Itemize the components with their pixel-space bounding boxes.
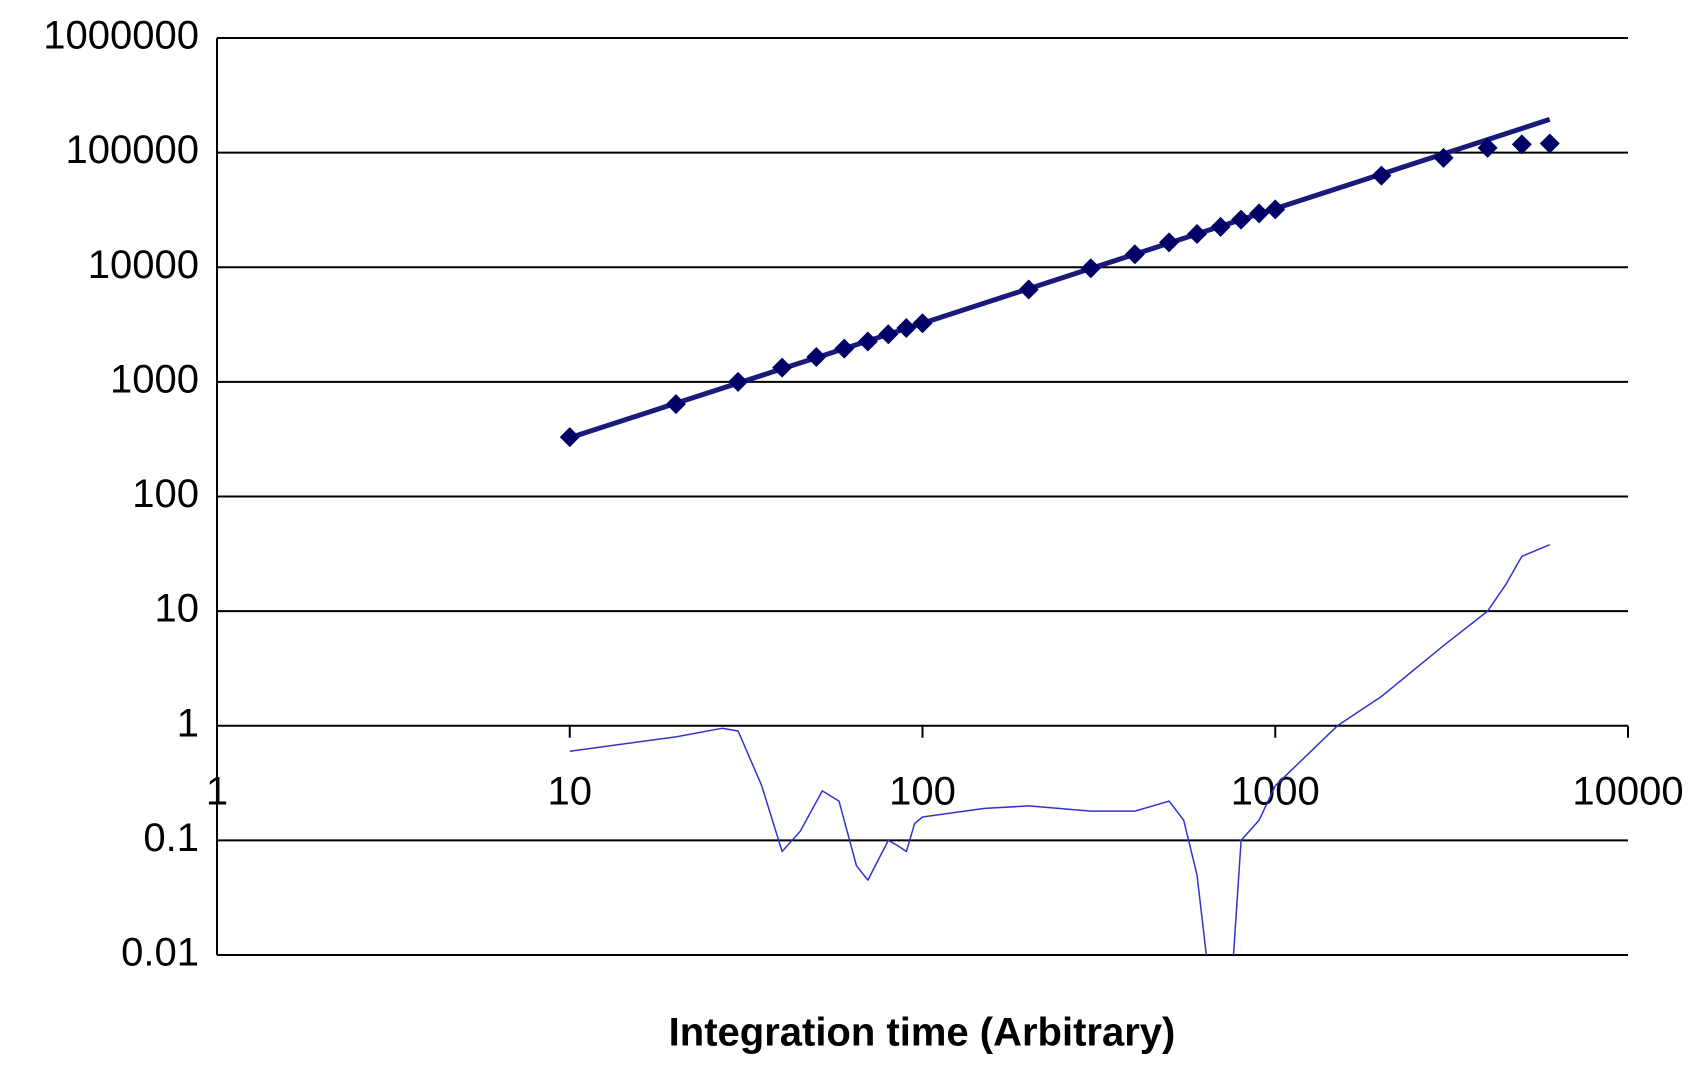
diamond-marker [772,357,793,378]
y-tick-label: 1000000 [43,14,199,58]
diamond-marker [1249,203,1270,224]
diamond-marker [665,394,686,415]
diamond-marker [1231,209,1252,230]
x-tick-label: 10000 [1572,769,1683,813]
plot-area [559,117,1560,955]
diamond-marker [1539,133,1560,154]
y-tick-label: 0.1 [143,816,199,860]
x-tick-label: 10 [548,769,593,813]
diamond-marker [857,331,878,352]
diamond-marker [1511,134,1532,155]
x-axis-title: Integration time (Arbitrary) [669,1011,1176,1055]
x-tick-label: 1 [206,769,228,813]
diamond-marker [728,371,749,392]
y-tick-label: 10000 [88,243,199,287]
y-tick-label: 10 [155,587,200,631]
y-tick-label: 0.01 [121,931,199,975]
diamond-marker [1186,224,1207,245]
y-tick-label: 1 [177,701,199,745]
diamond-marker [878,324,899,345]
y-tick-label: 100 [132,472,199,516]
diamond-marker [896,318,917,339]
diamond-marker [1433,147,1454,168]
y-tick-label: 100000 [66,128,199,172]
diamond-marker [912,313,933,334]
x-tick-label: 1000 [1231,769,1320,813]
diamond-marker [834,338,855,359]
diamond-marker [1124,244,1145,265]
diamond-marker [1018,279,1039,300]
line [569,544,1550,955]
diamond-marker [1210,216,1231,237]
diamond-marker [1265,199,1286,220]
line [569,117,1551,441]
diamond-marker [559,427,580,448]
diamond-marker [806,346,827,367]
diamond-marker [1080,258,1101,279]
diamond-marker [1159,232,1180,253]
diamond-marker [1371,165,1392,186]
y-tick-label: 1000 [110,357,199,401]
diamond-marker [1477,137,1498,158]
x-tick-label: 100 [889,769,956,813]
